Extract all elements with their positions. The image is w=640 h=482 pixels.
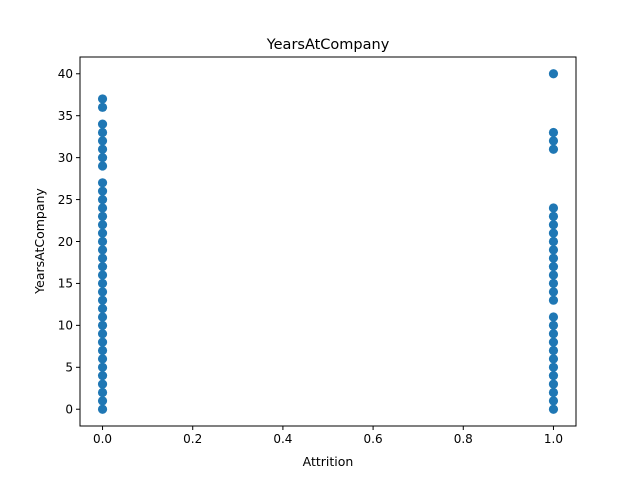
y-tick-label: 20 [58, 235, 73, 249]
data-point [97, 329, 108, 339]
data-point [548, 404, 559, 414]
data-point [97, 236, 108, 247]
data-point [548, 228, 559, 238]
data-point [97, 245, 108, 255]
data-point [97, 136, 108, 146]
data-point [548, 236, 559, 247]
data-point [548, 371, 559, 381]
y-axis-ticks: 0 5 10 15 20 25 30 35 40 [58, 67, 80, 417]
data-point [548, 362, 559, 372]
data-point [548, 320, 559, 330]
y-tick-label: 35 [58, 109, 73, 123]
y-tick-label: 30 [58, 151, 73, 165]
y-axis-label: YearsAtCompany [32, 188, 47, 295]
data-point [97, 178, 108, 188]
data-point [548, 396, 559, 406]
data-point [97, 337, 108, 347]
data-point [97, 362, 108, 372]
data-point [97, 253, 108, 263]
data-point [97, 354, 108, 364]
data-point [548, 144, 559, 154]
data-point [548, 136, 559, 146]
data-point [548, 337, 559, 347]
data-point [548, 387, 559, 398]
data-point [97, 379, 108, 389]
data-point [97, 262, 108, 272]
data-point [97, 303, 108, 314]
y-tick-label: 5 [65, 361, 73, 375]
x-tick-label: 1.0 [544, 432, 563, 446]
data-point [97, 387, 108, 398]
data-point [97, 396, 108, 406]
data-point [548, 245, 559, 255]
data-point [548, 379, 559, 389]
data-point [548, 69, 559, 79]
data-point [548, 270, 559, 280]
y-tick-label: 40 [58, 67, 73, 81]
data-point [97, 94, 108, 104]
data-point [97, 228, 108, 238]
y-tick-label: 25 [58, 193, 73, 207]
data-point [97, 320, 108, 330]
data-point [97, 186, 108, 196]
data-point [97, 404, 108, 414]
data-point [97, 278, 108, 289]
data-point [97, 161, 108, 171]
data-point [548, 262, 559, 272]
y-tick-label: 10 [58, 319, 73, 333]
plot-area [80, 57, 576, 426]
data-point [97, 144, 108, 154]
data-point [97, 127, 108, 138]
data-point [548, 253, 559, 263]
data-point [97, 295, 108, 305]
data-point [548, 354, 559, 364]
chart-title: YearsAtCompany [266, 37, 390, 53]
data-point [548, 127, 559, 138]
data-point [97, 194, 108, 205]
data-point [97, 203, 108, 213]
x-tick-label: 0.8 [454, 432, 473, 446]
data-point [97, 345, 108, 356]
y-tick-label: 0 [65, 403, 73, 417]
data-point [97, 312, 108, 322]
x-tick-label: 0.4 [273, 432, 292, 446]
data-point [97, 102, 108, 112]
data-point [548, 329, 559, 339]
data-point [97, 211, 108, 221]
x-tick-label: 0.6 [364, 432, 383, 446]
data-point [548, 211, 559, 221]
data-point [548, 220, 559, 230]
x-tick-label: 0.0 [93, 432, 112, 446]
data-point [97, 220, 108, 230]
data-point [97, 287, 108, 297]
data-point [548, 203, 559, 213]
data-point [548, 295, 559, 305]
data-point [97, 270, 108, 280]
x-axis-label: Attrition [303, 454, 354, 469]
x-tick-label: 0.2 [183, 432, 202, 446]
data-point [97, 153, 108, 163]
y-tick-label: 15 [58, 277, 73, 291]
data-points [97, 69, 559, 414]
data-point [548, 278, 559, 289]
data-point [548, 345, 559, 356]
data-point [548, 312, 559, 322]
x-axis-ticks: 0.0 0.2 0.4 0.6 0.8 1.0 [93, 426, 563, 446]
data-point [97, 119, 108, 129]
data-point [97, 371, 108, 381]
data-point [548, 287, 559, 297]
